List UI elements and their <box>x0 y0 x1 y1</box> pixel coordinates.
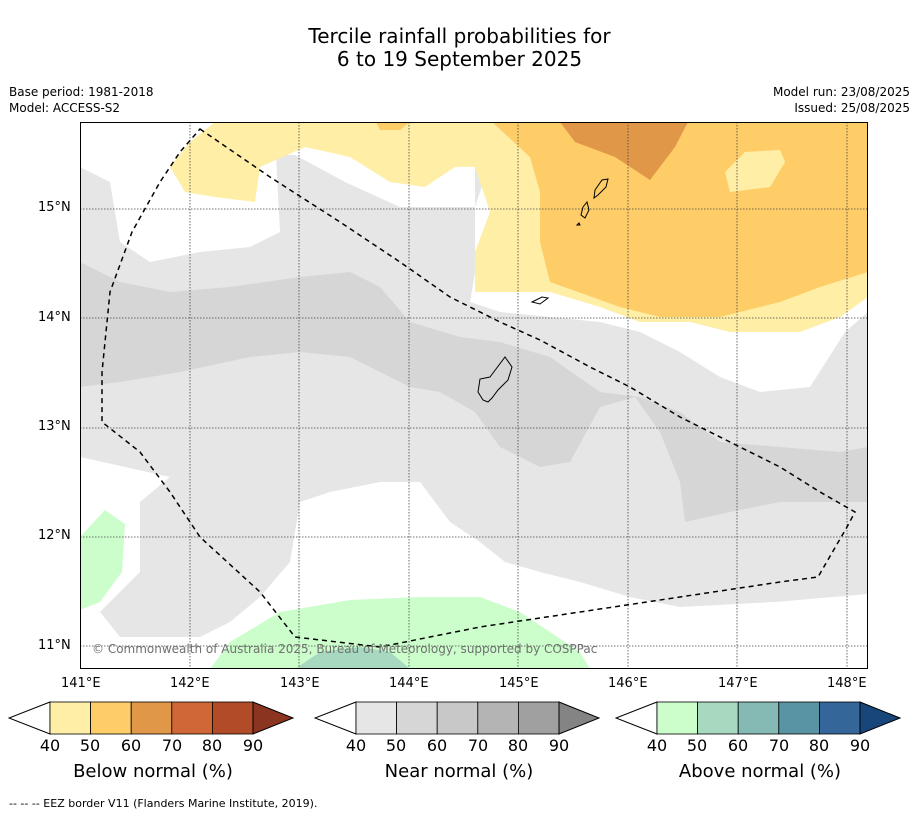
islands <box>477 178 609 403</box>
colorbar-over-triangle <box>252 701 295 735</box>
rota-island <box>530 296 550 305</box>
near-tick-70: 70 <box>467 736 489 755</box>
lon-label-145: 145°E <box>499 676 539 691</box>
below-normal-colorbar <box>8 701 295 735</box>
below-tick-50: 50 <box>79 736 101 755</box>
below-tick-80: 80 <box>201 736 223 755</box>
lat-label-11: 11°N <box>38 638 71 653</box>
chart-title-line1: Tercile rainfall probabilities for <box>308 24 611 48</box>
below-normal-title: Below normal (%) <box>73 761 233 782</box>
colorbar-under-triangle <box>615 701 658 735</box>
chart-title-line2: 6 to 19 September 2025 <box>336 47 583 71</box>
issued-date: Issued: 25/08/2025 <box>794 101 910 115</box>
above-tick-70: 70 <box>768 736 790 755</box>
near-tick-80: 80 <box>507 736 529 755</box>
colorbar-segment <box>396 701 438 735</box>
below-tick-90: 90 <box>242 736 264 755</box>
near-tick-90: 90 <box>548 736 570 755</box>
eez-footnote: -- -- -- EEZ border V11 (Flanders Marine… <box>9 797 318 810</box>
near-tick-60: 60 <box>426 736 448 755</box>
lon-label-146: 146°E <box>608 676 648 691</box>
near-tick-40: 40 <box>345 736 367 755</box>
below-tick-70: 70 <box>161 736 183 755</box>
above-tick-50: 50 <box>686 736 708 755</box>
colorbar-segment <box>130 701 173 735</box>
colorbar-segment <box>355 701 397 735</box>
near-normal-colorbar <box>314 701 601 735</box>
lon-label-142: 142°E <box>170 676 210 691</box>
colorbar-segment <box>171 701 213 735</box>
colorbar-under-triangle <box>8 701 51 735</box>
near-tick-50: 50 <box>385 736 407 755</box>
lat-label-13: 13°N <box>38 419 71 434</box>
forecast-map: © Commonwealth of Australia 2025, Bureau… <box>80 122 868 669</box>
map-frame <box>80 122 868 669</box>
above-normal-50-region <box>295 647 410 669</box>
aguijan-island <box>575 222 581 226</box>
near-normal-50-region <box>80 262 868 522</box>
colorbar-segment <box>211 701 254 735</box>
colorbar-segment <box>49 701 91 735</box>
colorbar-segment <box>517 701 560 735</box>
colorbar-under-triangle <box>314 701 357 735</box>
colorbar-over-triangle <box>859 701 902 735</box>
below-tick-40: 40 <box>39 736 61 755</box>
above-tick-90: 90 <box>849 736 871 755</box>
model-name: Model: ACCESS-S2 <box>9 101 121 115</box>
saipan-island <box>593 178 609 200</box>
below-tick-60: 60 <box>120 736 142 755</box>
lon-label-144: 144°E <box>389 676 429 691</box>
above-normal-40-region-south <box>210 597 590 669</box>
above-tick-60: 60 <box>727 736 749 755</box>
above-tick-40: 40 <box>646 736 668 755</box>
colorbar-segment <box>477 701 519 735</box>
gridlines <box>80 122 868 669</box>
lat-label-14: 14°N <box>38 310 71 325</box>
eez-border <box>101 128 857 648</box>
base-period: Base period: 1981-2018 <box>9 85 154 99</box>
lat-label-12: 12°N <box>38 528 71 543</box>
guam-island <box>477 356 513 403</box>
below-normal-50-patch <box>376 122 410 130</box>
colorbar-segment <box>656 701 698 735</box>
above-tick-80: 80 <box>808 736 830 755</box>
above-normal-title: Above normal (%) <box>678 761 842 782</box>
copyright-text: © Commonwealth of Australia 2025, Bureau… <box>92 642 597 656</box>
lon-label-147: 147°E <box>718 676 758 691</box>
below-normal-40-patch <box>725 150 785 192</box>
colorbar-segment <box>697 701 739 735</box>
lon-label-143: 143°E <box>280 676 320 691</box>
lat-label-15: 15°N <box>38 200 71 215</box>
above-normal-40-region-west <box>80 510 125 610</box>
near-normal-title: Near normal (%) <box>384 761 534 782</box>
tinian-island <box>580 200 590 219</box>
colorbar-segment <box>436 701 479 735</box>
colorbar-segment <box>737 701 780 735</box>
model-run: Model run: 23/08/2025 <box>772 85 910 99</box>
colorbar-segment <box>778 701 820 735</box>
colorbar-segment <box>90 701 132 735</box>
below-normal-60-region <box>560 122 688 180</box>
lon-label-141: 141°E <box>61 676 101 691</box>
colorbar-over-triangle <box>558 701 601 735</box>
above-normal-colorbar <box>615 701 902 735</box>
colorbar-segment <box>818 701 861 735</box>
lon-label-148: 148°E <box>827 676 867 691</box>
